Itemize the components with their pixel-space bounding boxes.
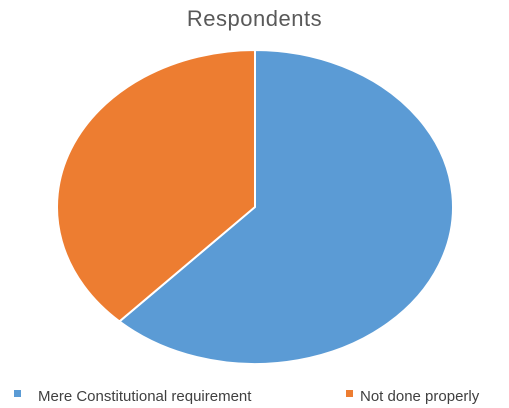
legend-swatch-blue — [14, 389, 21, 397]
legend-label: Mere Constitutional requirement — [38, 388, 252, 405]
pie-slice-mere-constitutional-requirement — [118, 49, 454, 365]
legend: Mere Constitutional requirement Not done… — [0, 388, 509, 408]
legend-label: Not done properly — [360, 388, 480, 405]
pie-chart — [55, 49, 454, 365]
pie-slice-not-done-properly — [55, 49, 256, 323]
legend-swatch-orange — [346, 389, 353, 397]
legend-item-not-done-properly: Not done properly — [346, 388, 479, 406]
chart-title: Respondents — [186, 6, 323, 31]
legend-item-mere-constitutional-requirement: Mere Constitutional requirement — [14, 388, 251, 406]
